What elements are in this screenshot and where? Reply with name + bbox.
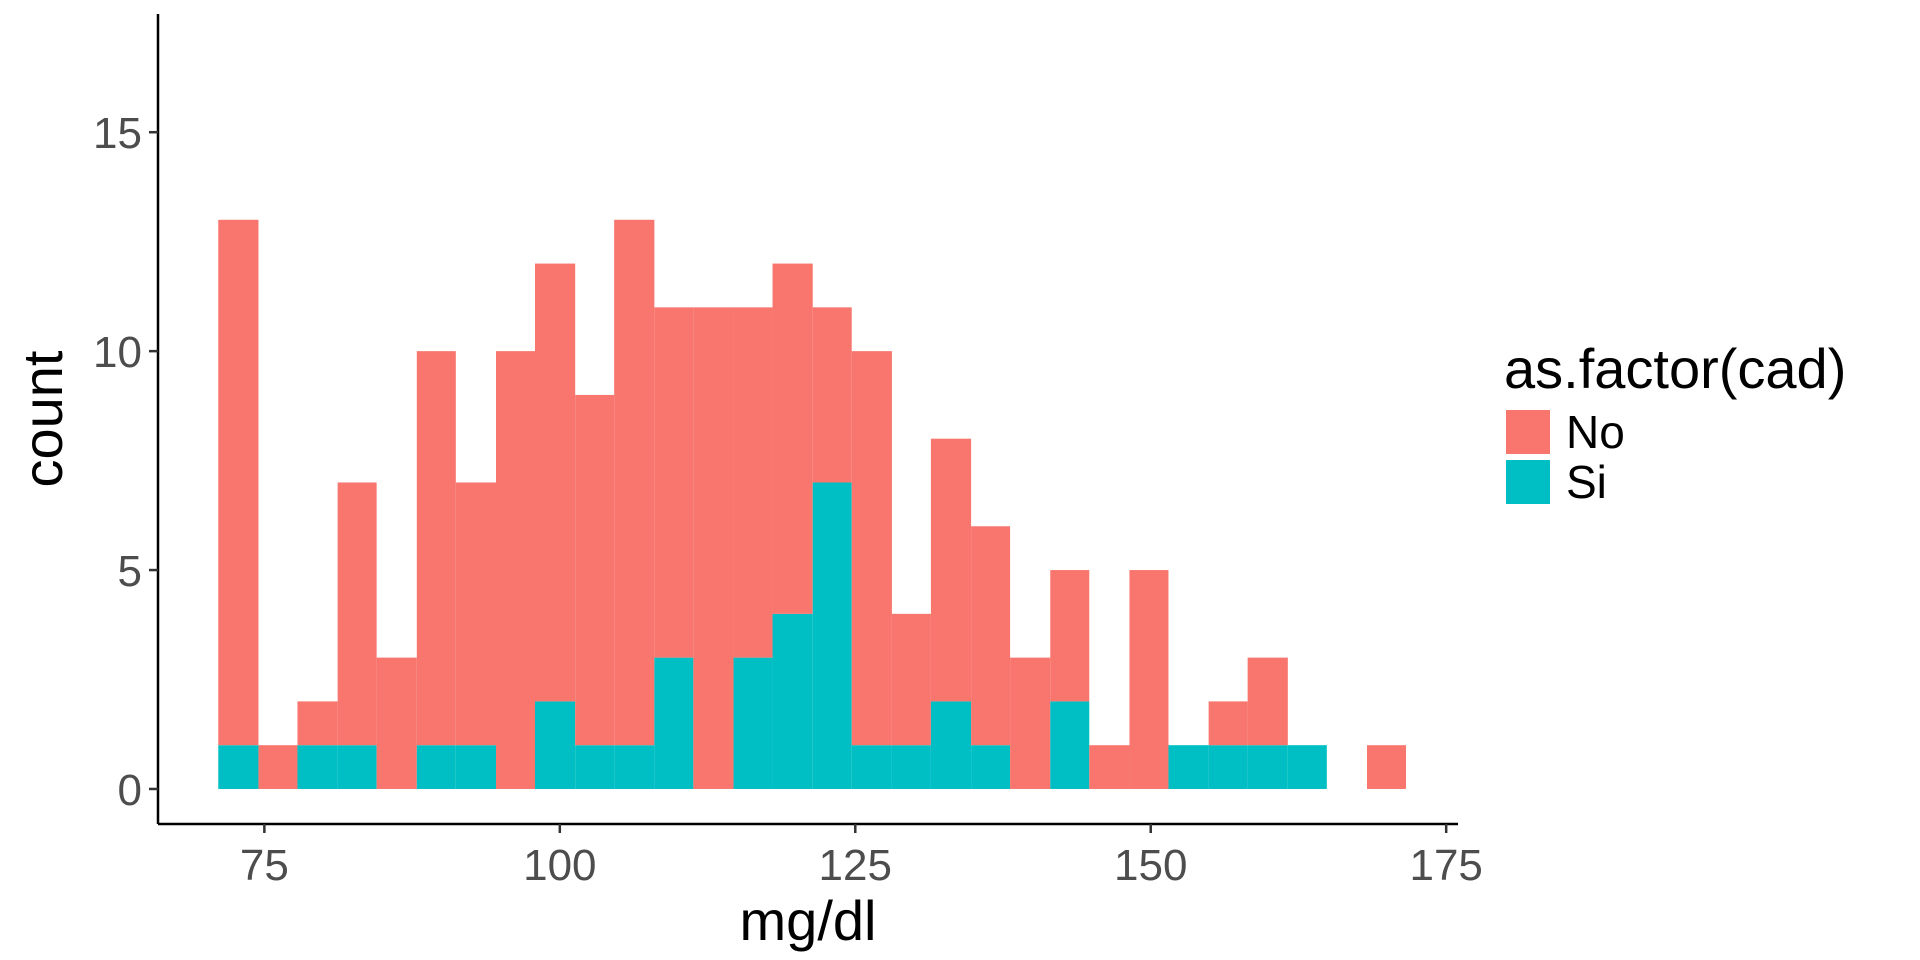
bar-si-6	[455, 745, 496, 789]
bar-si-18	[930, 701, 972, 789]
legend-label-Si: Si	[1566, 456, 1607, 508]
bar-si-2	[297, 745, 338, 789]
bar-no-29	[1367, 745, 1406, 789]
bar-no-7	[496, 351, 535, 789]
bar-no-16	[851, 351, 892, 746]
bar-no-21	[1050, 570, 1090, 702]
bar-no-12	[693, 307, 734, 789]
bar-no-15	[812, 307, 852, 483]
bar-si-21	[1050, 701, 1090, 789]
bar-no-9	[575, 394, 615, 746]
bar-no-17	[891, 613, 931, 746]
y-tick-label-15: 15	[93, 109, 142, 158]
bar-no-14	[772, 263, 813, 614]
legend-label-No: No	[1566, 406, 1625, 458]
bar-si-11	[654, 657, 694, 789]
bar-si-26	[1247, 745, 1288, 789]
bar-no-11	[654, 307, 694, 658]
bar-no-20	[1010, 657, 1051, 789]
y-tick-label-0: 0	[118, 766, 142, 815]
bar-si-16	[851, 745, 892, 789]
x-tick-label-150: 150	[1114, 841, 1187, 890]
x-tick-label-75: 75	[240, 841, 289, 890]
bar-si-24	[1168, 745, 1209, 789]
bar-no-8	[535, 263, 576, 702]
legend-swatch-No	[1506, 410, 1550, 454]
bars-layer	[218, 219, 1406, 789]
ticks-layer: 75 100 125 150 175 0 5 10 15	[93, 109, 1483, 890]
y-tick-label-5: 5	[118, 547, 142, 596]
bar-no-25	[1208, 701, 1248, 746]
bar-no-23	[1129, 570, 1169, 789]
bar-si-14	[772, 613, 813, 789]
x-tick-label-125: 125	[819, 841, 892, 890]
legend-swatch-Si	[1506, 460, 1550, 504]
x-tick-label-100: 100	[523, 841, 596, 890]
bar-no-13	[733, 307, 773, 658]
bar-no-2	[297, 701, 338, 746]
bar-si-17	[891, 745, 931, 789]
bar-no-19	[971, 526, 1011, 746]
bar-si-9	[575, 745, 615, 789]
bar-no-18	[930, 438, 972, 702]
bar-no-1	[258, 745, 298, 789]
bar-si-13	[733, 657, 773, 789]
bar-no-6	[455, 482, 496, 746]
bar-no-3	[337, 482, 377, 746]
y-axis-title: count	[11, 350, 74, 487]
bar-si-5	[416, 745, 456, 789]
bar-no-5	[416, 351, 456, 746]
bar-si-8	[535, 701, 576, 789]
y-tick-label-10: 10	[93, 328, 142, 377]
bar-si-27	[1287, 745, 1327, 789]
legend-title: as.factor(cad)	[1504, 337, 1846, 400]
bar-no-10	[614, 219, 655, 746]
bar-no-4	[376, 657, 417, 789]
bar-si-19	[971, 745, 1011, 789]
bar-no-0	[218, 219, 259, 746]
bar-no-22	[1089, 745, 1130, 789]
x-axis-title: mg/dl	[740, 889, 877, 952]
bar-no-26	[1247, 657, 1288, 746]
bar-si-0	[218, 745, 259, 789]
x-tick-label-175: 175	[1409, 841, 1482, 890]
bar-si-15	[812, 482, 852, 789]
axes-layer	[156, 14, 1458, 826]
bar-si-3	[337, 745, 377, 789]
bar-si-10	[614, 745, 655, 789]
bar-si-25	[1208, 745, 1248, 789]
